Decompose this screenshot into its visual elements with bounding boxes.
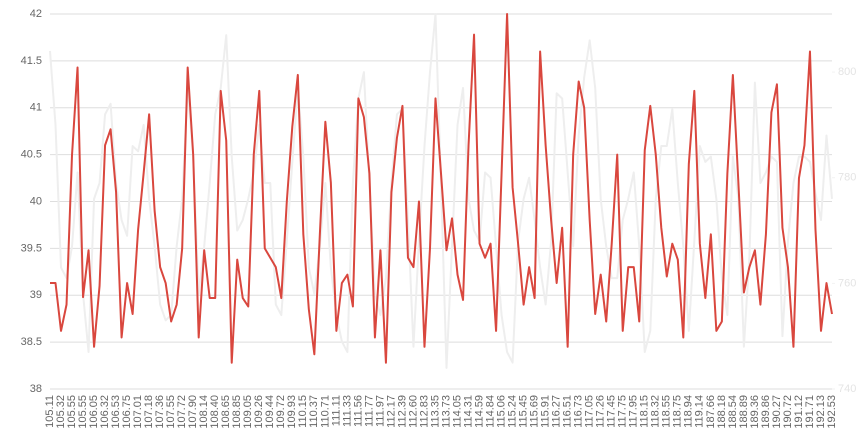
x-tick-label: 111.33 <box>341 395 353 427</box>
x-tick-label: 115.24 <box>506 395 518 428</box>
x-tick-label: 107.18 <box>143 395 155 429</box>
x-tick-label: 109.26 <box>253 395 265 429</box>
y-tick-label: 38 <box>30 383 42 395</box>
x-tick-label: 105.32 <box>55 395 67 429</box>
x-tick-label: 105.55 <box>77 395 89 429</box>
x-tick-label: 113.35 <box>429 395 441 428</box>
x-tick-label: 111.56 <box>352 395 364 427</box>
x-tick-label: 112.17 <box>385 395 397 428</box>
x-tick-label: 109.93 <box>286 395 298 429</box>
x-tick-label: 106.05 <box>88 395 100 429</box>
x-tick-label: 112.60 <box>407 395 419 428</box>
x-tick-label: 117.26 <box>595 395 607 428</box>
x-tick-label: 114.59 <box>473 395 485 428</box>
x-tick-label: 111.97 <box>374 395 386 427</box>
y-tick-label: 40.5 <box>21 149 42 161</box>
x-tick-label: 187.66 <box>705 395 717 429</box>
x-tick-label: 192.53 <box>826 395 838 429</box>
x-tick-label: 192.13 <box>815 395 827 429</box>
x-tick-label: 119.14 <box>694 395 706 428</box>
x-tick-label: 111.77 <box>363 395 375 427</box>
x-tick-label: 107.01 <box>132 395 144 429</box>
x-tick-label: 108.14 <box>198 395 210 429</box>
x-tick-label: 118.15 <box>639 395 651 428</box>
x-tick-label: 116.27 <box>551 395 563 428</box>
x-tick-label: 109.05 <box>242 395 254 429</box>
x-tick-label: 116.73 <box>573 395 585 428</box>
x-tick-label: 118.32 <box>650 395 662 428</box>
x-tick-label: 115.69 <box>529 395 541 428</box>
x-tick-label: 188.18 <box>716 395 728 429</box>
y2-tick-label: 760 <box>838 277 856 289</box>
x-tick-label: 191.71 <box>804 395 816 429</box>
x-tick-label: 190.27 <box>771 395 783 429</box>
x-tick-label: 114.05 <box>451 395 463 428</box>
x-tick-label: 188.54 <box>727 395 739 429</box>
x-tick-label: 110.37 <box>308 395 320 428</box>
x-tick-label: 111.11 <box>330 395 342 426</box>
x-tick-label: 107.55 <box>165 395 177 429</box>
x-tick-label: 108.85 <box>231 395 243 429</box>
x-tick-label: 191.12 <box>793 395 805 429</box>
x-tick-label: 118.75 <box>672 395 684 428</box>
y-tick-label: 39 <box>30 289 42 301</box>
x-tick-label: 115.06 <box>495 395 507 428</box>
x-tick-label: 114.31 <box>462 395 474 428</box>
y-tick-label: 40 <box>30 195 42 207</box>
x-tick-label: 114.84 <box>484 395 496 428</box>
x-tick-label: 116.51 <box>562 395 574 428</box>
x-tick-label: 117.45 <box>606 395 618 428</box>
line <box>50 13 833 364</box>
x-tick-label: 110.71 <box>319 395 331 428</box>
x-tick-label: 106.75 <box>121 395 133 429</box>
x-tick-label: 106.32 <box>99 395 111 429</box>
x-tick-label: 112.83 <box>418 395 430 428</box>
x-tick-label: 107.72 <box>176 395 188 429</box>
y2-tick-label: 780 <box>838 172 856 184</box>
x-tick-label: 115.45 <box>518 395 530 428</box>
x-tick-label: 109.44 <box>264 395 276 429</box>
y-tick-label: 42 <box>30 8 42 20</box>
x-tick-label: 190.72 <box>782 395 794 429</box>
x-tick-label: 188.89 <box>738 395 750 429</box>
x-tick-label: 189.86 <box>760 395 772 429</box>
x-tick-label: 106.53 <box>110 395 122 429</box>
x-tick-label: 105.11 <box>44 395 56 428</box>
x-tick-label: 109.72 <box>275 395 287 429</box>
x-tick-label: 107.90 <box>187 395 199 429</box>
y2-tick-label: 800 <box>838 66 856 78</box>
x-tick-label: 108.65 <box>220 395 232 429</box>
x-tick-label: 189.36 <box>749 395 761 429</box>
x-tick-label: 113.73 <box>440 395 452 428</box>
x-tick-label: 107.36 <box>154 395 166 429</box>
y2-tick-label: 740 <box>838 383 856 395</box>
y-tick-label: 38.5 <box>21 336 42 348</box>
x-tick-label: 105.55 <box>66 395 78 429</box>
x-tick-label: 117.95 <box>628 395 640 428</box>
x-tick-label: 110.15 <box>297 395 309 428</box>
x-tick-label: 115.91 <box>540 395 552 428</box>
x-tick-label: 117.05 <box>584 395 596 428</box>
y-tick-label: 39.5 <box>21 242 42 254</box>
x-tick-label: 118.55 <box>661 395 673 428</box>
x-tick-label: 118.94 <box>683 395 695 428</box>
x-tick-label: 112.39 <box>396 395 408 428</box>
y-tick-label: 41 <box>30 102 42 114</box>
y-tick-label: 41.5 <box>21 55 42 67</box>
x-tick-label: 108.40 <box>209 395 221 429</box>
x-tick-label: 117.75 <box>617 395 629 428</box>
